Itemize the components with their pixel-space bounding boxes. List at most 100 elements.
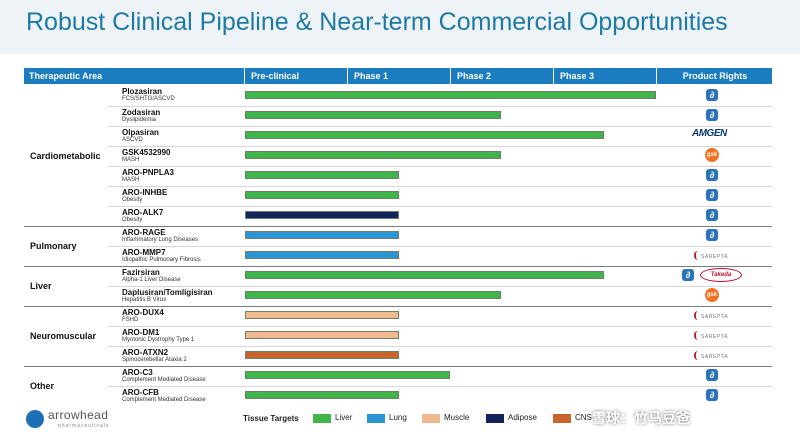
progress-bar xyxy=(245,351,399,359)
drug-indication: MASH xyxy=(122,177,140,183)
drug-name: ARO-C3 xyxy=(122,368,153,377)
progress-bar xyxy=(245,271,604,279)
progress-bar xyxy=(245,231,399,239)
drug-name: Fazirsiran xyxy=(122,268,160,277)
area-cardiometabolic: Cardiometabolic xyxy=(30,151,101,161)
progress-bar xyxy=(245,211,399,219)
progress-bar xyxy=(245,371,450,379)
product-rights: ∂ xyxy=(692,229,732,245)
row-divider xyxy=(108,206,772,207)
progress-bar xyxy=(245,111,501,119)
takeda-logo: Takeda xyxy=(700,268,742,282)
product-rights: ∂ xyxy=(692,209,732,225)
company-logo-text: arrowhead xyxy=(48,408,109,422)
drug-name: GSK4532990 xyxy=(122,148,171,157)
title-band xyxy=(0,0,800,54)
drug-name: ARO-RAGE xyxy=(122,228,166,237)
sarepta-logo-icon xyxy=(694,351,702,360)
drug-indication: Obesity xyxy=(122,197,143,203)
product-rights: ∂ xyxy=(692,189,732,205)
legend-label-muscle: Muscle xyxy=(444,413,470,422)
legend-label-lung: Lung xyxy=(389,413,407,422)
drug-indication: Complement Mediated Disease xyxy=(122,377,206,383)
arrowhead-logo-icon: ∂ xyxy=(706,389,718,401)
row-divider xyxy=(108,106,772,107)
drug-indication: Myotonic Dystrophy Type 1 xyxy=(122,337,195,343)
drug-indication: Hepatitis B Virus xyxy=(122,297,167,303)
row-divider xyxy=(108,286,772,287)
drug-indication: Idiopathic Pulmonary Fibrosis xyxy=(122,257,201,263)
header-therapeutic-area: Therapeutic Area xyxy=(29,71,103,81)
row-divider xyxy=(108,386,772,387)
product-rights: SAREPTA xyxy=(692,329,732,345)
product-rights: ∂ xyxy=(692,369,732,385)
progress-bar xyxy=(245,91,656,99)
amgen-logo: AMGEN xyxy=(692,128,727,139)
drug-indication: Alpha-1 Liver Disease xyxy=(122,277,181,283)
product-rights: AMGEN xyxy=(692,128,732,144)
drug-name: Plozasiran xyxy=(122,87,163,96)
arrowhead-logo-icon xyxy=(26,410,44,428)
arrowhead-logo-icon: ∂ xyxy=(706,209,718,221)
row-divider xyxy=(108,346,772,347)
sarepta-logo-icon xyxy=(694,311,702,320)
legend-label-adipose: Adipose xyxy=(508,413,537,422)
legend-swatch-muscle xyxy=(422,414,440,423)
gsk-logo-icon: gsk xyxy=(705,148,719,162)
header-phase1: Phase 1 xyxy=(347,68,450,84)
drug-name: ARO-PNPLA3 xyxy=(122,168,175,177)
drug-indication: Dyslipidemia xyxy=(122,117,157,123)
group-divider xyxy=(24,366,772,367)
drug-name: ARO-ATXN2 xyxy=(122,348,169,357)
drug-indication: Obesity xyxy=(122,217,143,223)
sarepta-logo: SAREPTA xyxy=(701,334,729,340)
row-divider xyxy=(108,126,772,127)
drug-indication: Spinocerebellar Ataxia 2 xyxy=(122,357,187,363)
progress-bar xyxy=(245,391,399,399)
product-rights: SAREPTA xyxy=(692,349,732,365)
legend-swatch-cns xyxy=(553,414,571,423)
arrowhead-logo-icon: ∂ xyxy=(682,269,694,281)
progress-bar xyxy=(245,131,604,139)
progress-bar xyxy=(245,151,501,159)
row-divider xyxy=(108,246,772,247)
drug-indication: FSHD xyxy=(122,317,139,323)
progress-bar xyxy=(245,291,501,299)
header-product-rights: Product Rights xyxy=(656,68,773,84)
area-liver: Liver xyxy=(30,281,52,291)
progress-bar xyxy=(245,251,399,259)
progress-bar xyxy=(245,331,399,339)
arrowhead-logo-icon: ∂ xyxy=(706,109,718,121)
header-preclinical: Pre-clinical xyxy=(244,68,347,84)
product-rights: SAREPTA xyxy=(692,249,732,265)
row-divider xyxy=(108,166,772,167)
group-divider xyxy=(24,266,772,267)
area-other: Other xyxy=(30,381,55,391)
sarepta-logo-icon xyxy=(694,251,702,260)
area-pulmonary: Pulmonary xyxy=(30,241,77,251)
drug-indication: Inflammatory Lung Diseases xyxy=(122,237,199,243)
drug-name: ARO-ALK7 xyxy=(122,208,164,217)
product-rights: ∂ xyxy=(692,109,732,125)
watermark: 雪球：竹马豆爸 xyxy=(592,410,690,426)
drug-name: Olpasiran xyxy=(122,128,159,137)
drug-name: ARO-CFB xyxy=(122,388,159,397)
sarepta-logo: SAREPTA xyxy=(701,354,729,360)
sarepta-logo: SAREPTA xyxy=(701,314,729,320)
legend-swatch-adipose xyxy=(486,414,504,423)
drug-name: ARO-MMP7 xyxy=(122,248,166,257)
sarepta-logo-icon xyxy=(694,331,702,340)
product-rights: ∂ xyxy=(692,169,732,185)
progress-bar xyxy=(245,171,399,179)
drug-name: Zodasiran xyxy=(122,108,161,117)
drug-name: ARO-DUX4 xyxy=(122,308,164,317)
gsk-logo-icon: gsk xyxy=(705,288,719,302)
drug-indication: ASCVD xyxy=(122,137,143,143)
product-rights: SAREPTA xyxy=(692,309,732,325)
page-title: Robust Clinical Pipeline & Near-term Com… xyxy=(26,8,728,36)
arrowhead-logo-icon: ∂ xyxy=(706,369,718,381)
product-rights: gsk xyxy=(692,288,732,304)
arrowhead-logo-icon: ∂ xyxy=(706,169,718,181)
drug-name: ARO-INHBE xyxy=(122,188,168,197)
sarepta-logo: SAREPTA xyxy=(701,254,729,260)
